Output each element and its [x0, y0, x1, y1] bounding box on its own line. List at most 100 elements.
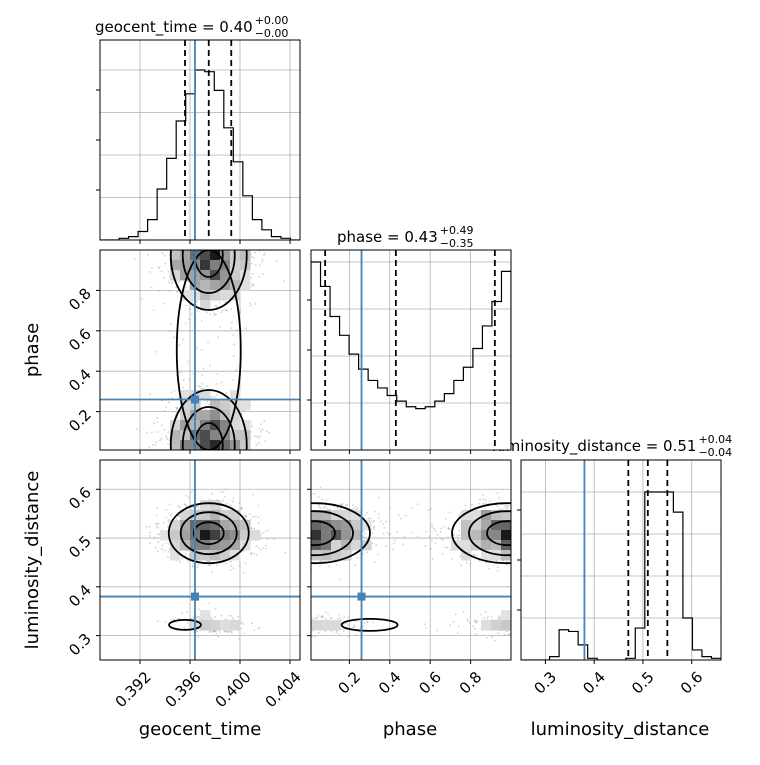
panel-phase-vs-luminosity-distance-density-cell — [501, 530, 511, 541]
panel-geocent-time-vs-phase-sample — [165, 437, 168, 439]
hist-geocent-time-step — [100, 69, 300, 240]
panel-phase-vs-luminosity-distance-sample — [410, 531, 413, 534]
panel-geocent-time-vs-luminosity-distance-sample — [196, 563, 199, 566]
panel-geocent-time-vs-phase-density-cell — [170, 420, 181, 431]
panel-geocent-time-vs-phase-sample — [226, 309, 229, 312]
panel-geocent-time-vs-luminosity-distance-sample — [192, 563, 195, 565]
panel-geocent-time-vs-phase-sample — [250, 425, 253, 428]
panel-phase-vs-luminosity-distance-sample — [482, 494, 485, 496]
panel-geocent-time-vs-luminosity-distance-sample — [257, 627, 260, 630]
title-luminosity-distance: luminosity_distance = 0.51 — [492, 437, 696, 456]
panel-geocent-time-vs-luminosity-distance-sample — [265, 547, 268, 550]
panel-geocent-time-vs-phase-density-cell — [230, 420, 241, 431]
panel-geocent-time-vs-phase-sample — [171, 397, 173, 399]
panel-phase-vs-luminosity-distance-density-cell — [491, 510, 502, 521]
panel-geocent-time-vs-luminosity-distance-sample — [181, 557, 183, 560]
panel-phase-vs-luminosity-distance-sample — [456, 632, 459, 635]
panel-geocent-time-vs-luminosity-distance-sample — [222, 491, 225, 494]
xtick-label-geocent-time-0: 0.392 — [112, 668, 155, 711]
panel-phase-vs-luminosity-distance-sample — [509, 633, 511, 635]
panel-geocent-time-vs-luminosity-distance-sample — [196, 615, 199, 618]
panel-geocent-time-vs-phase-sample — [173, 389, 176, 392]
panel-geocent-time-vs-luminosity-distance-sample — [177, 505, 180, 508]
panel-geocent-time-vs-luminosity-distance-sample — [148, 535, 151, 538]
panel-geocent-time-vs-luminosity-distance-sample — [177, 515, 180, 517]
ytick-label-phase-2: 0.6 — [65, 325, 95, 355]
panel-phase-vs-luminosity-distance-sample — [484, 610, 487, 613]
panel-geocent-time-vs-phase-sample — [261, 258, 264, 261]
panel-geocent-time-vs-luminosity-distance-sample — [177, 617, 180, 620]
panel-phase-vs-luminosity-distance-sample — [315, 617, 318, 620]
panel-geocent-time-vs-luminosity-distance-sample — [170, 512, 173, 515]
panel-phase-vs-luminosity-distance-sample — [369, 517, 372, 520]
panel-phase-vs-luminosity-distance-sample — [324, 630, 327, 633]
panel-geocent-time-vs-phase-sample — [258, 427, 261, 430]
panel-geocent-time-vs-luminosity-distance-sample — [209, 564, 212, 567]
panel-phase-vs-luminosity-distance-sample — [474, 627, 477, 630]
panel-geocent-time-vs-phase-sample — [163, 254, 166, 257]
panel-geocent-time-vs-phase-density-cell — [180, 430, 191, 441]
panel-geocent-time-vs-luminosity-distance-sample — [165, 516, 168, 519]
panel-geocent-time-vs-luminosity-distance-sample — [225, 502, 228, 505]
panel-geocent-time-vs-phase-sample — [186, 360, 189, 363]
panel-phase-vs-luminosity-distance-sample — [465, 561, 468, 564]
panel-phase-vs-luminosity-distance-sample — [330, 617, 333, 620]
panel-phase-vs-luminosity-distance-sample — [507, 505, 510, 508]
panel-phase-vs-luminosity-distance-sample — [367, 517, 370, 520]
ytick-label-luminosity-distance-2: 0.5 — [65, 532, 95, 562]
panel-phase-vs-luminosity-distance-sample — [346, 623, 349, 626]
panel-geocent-time-vs-phase-sample — [177, 396, 180, 399]
panel-phase-vs-luminosity-distance-sample — [342, 628, 345, 631]
panel-geocent-time-vs-luminosity-distance-sample — [224, 488, 227, 491]
panel-geocent-time-vs-phase-sample — [230, 321, 233, 324]
panel-phase-vs-luminosity-distance-density-cell — [351, 540, 362, 551]
panel-geocent-time-vs-phase-sample — [152, 309, 155, 312]
panel-phase-vs-luminosity-distance-density-cell — [501, 620, 511, 631]
panel-phase-vs-luminosity-distance-sample — [322, 615, 324, 618]
panel-phase-vs-luminosity-distance-sample — [326, 508, 329, 510]
panel-phase-vs-luminosity-distance-sample — [460, 564, 462, 567]
panel-geocent-time-vs-luminosity-distance-sample — [178, 514, 180, 517]
panel-geocent-time-vs-luminosity-distance-sample — [187, 496, 190, 499]
panel-phase-vs-luminosity-distance-density-cell — [481, 540, 492, 551]
panel-phase-vs-luminosity-distance-sample — [372, 520, 375, 523]
panel-geocent-time-vs-phase-density-cell — [240, 430, 251, 441]
panel-geocent-time-vs-phase-sample — [152, 443, 154, 446]
panel-phase-vs-luminosity-distance-sample — [366, 512, 368, 514]
panel-geocent-time-vs-phase-sample — [248, 302, 251, 304]
panel-phase-vs-luminosity-distance-sample — [391, 548, 394, 551]
panel-phase-vs-luminosity-distance-sample — [491, 636, 494, 638]
hist-geocent-time-background — [100, 40, 300, 240]
panel-phase-vs-luminosity-distance-sample — [335, 630, 338, 633]
panel-geocent-time-vs-phase-density-cell — [170, 250, 181, 261]
panel-phase-vs-luminosity-distance-sample — [382, 522, 385, 525]
panel-geocent-time-vs-phase-density-cell — [200, 390, 211, 401]
panel-geocent-time-vs-phase-sample — [250, 262, 253, 265]
panel-phase-vs-luminosity-distance-sample — [473, 554, 476, 556]
panel-phase-vs-luminosity-distance-density-cell — [351, 520, 362, 531]
panel-phase-vs-luminosity-distance-sample — [447, 536, 450, 539]
panel-phase-vs-luminosity-distance-density-cell — [501, 520, 511, 531]
panel-phase-vs-luminosity-distance-sample — [361, 530, 364, 533]
panel-geocent-time-vs-luminosity-distance-sample — [229, 504, 232, 507]
panel-phase-vs-luminosity-distance-sample — [363, 536, 366, 538]
panel-geocent-time-vs-luminosity-distance-density-cell — [200, 510, 211, 521]
panel-phase-vs-luminosity-distance-density-cell — [481, 520, 492, 531]
panel-geocent-time-vs-phase-sample — [185, 304, 188, 307]
panel-phase-vs-luminosity-distance-sample — [347, 635, 350, 638]
panel-phase-vs-luminosity-distance-density-cell — [311, 620, 322, 631]
panel-geocent-time-vs-phase-sample — [206, 400, 209, 403]
panel-phase-vs-luminosity-distance-sample — [321, 498, 324, 501]
panel-geocent-time-vs-luminosity-distance-sample — [253, 629, 256, 632]
panel-phase-vs-luminosity-distance-sample — [317, 615, 319, 617]
panel-phase-vs-luminosity-distance-sample — [398, 514, 400, 517]
panel-geocent-time-vs-phase-density-cell — [220, 440, 231, 450]
panel-geocent-time-vs-phase-sample — [207, 341, 209, 344]
panel-phase-vs-luminosity-distance-density-cell — [461, 530, 472, 541]
panel-geocent-time-vs-luminosity-distance-sample — [240, 627, 243, 630]
panel-geocent-time-vs-phase-sample — [165, 406, 168, 409]
panel-phase-vs-luminosity-distance-density-cell — [501, 510, 511, 521]
panel-geocent-time-vs-luminosity-distance-sample — [219, 630, 221, 633]
panel-phase-vs-luminosity-distance-sample — [317, 631, 320, 634]
panel-phase-vs-luminosity-distance-sample — [498, 497, 500, 499]
